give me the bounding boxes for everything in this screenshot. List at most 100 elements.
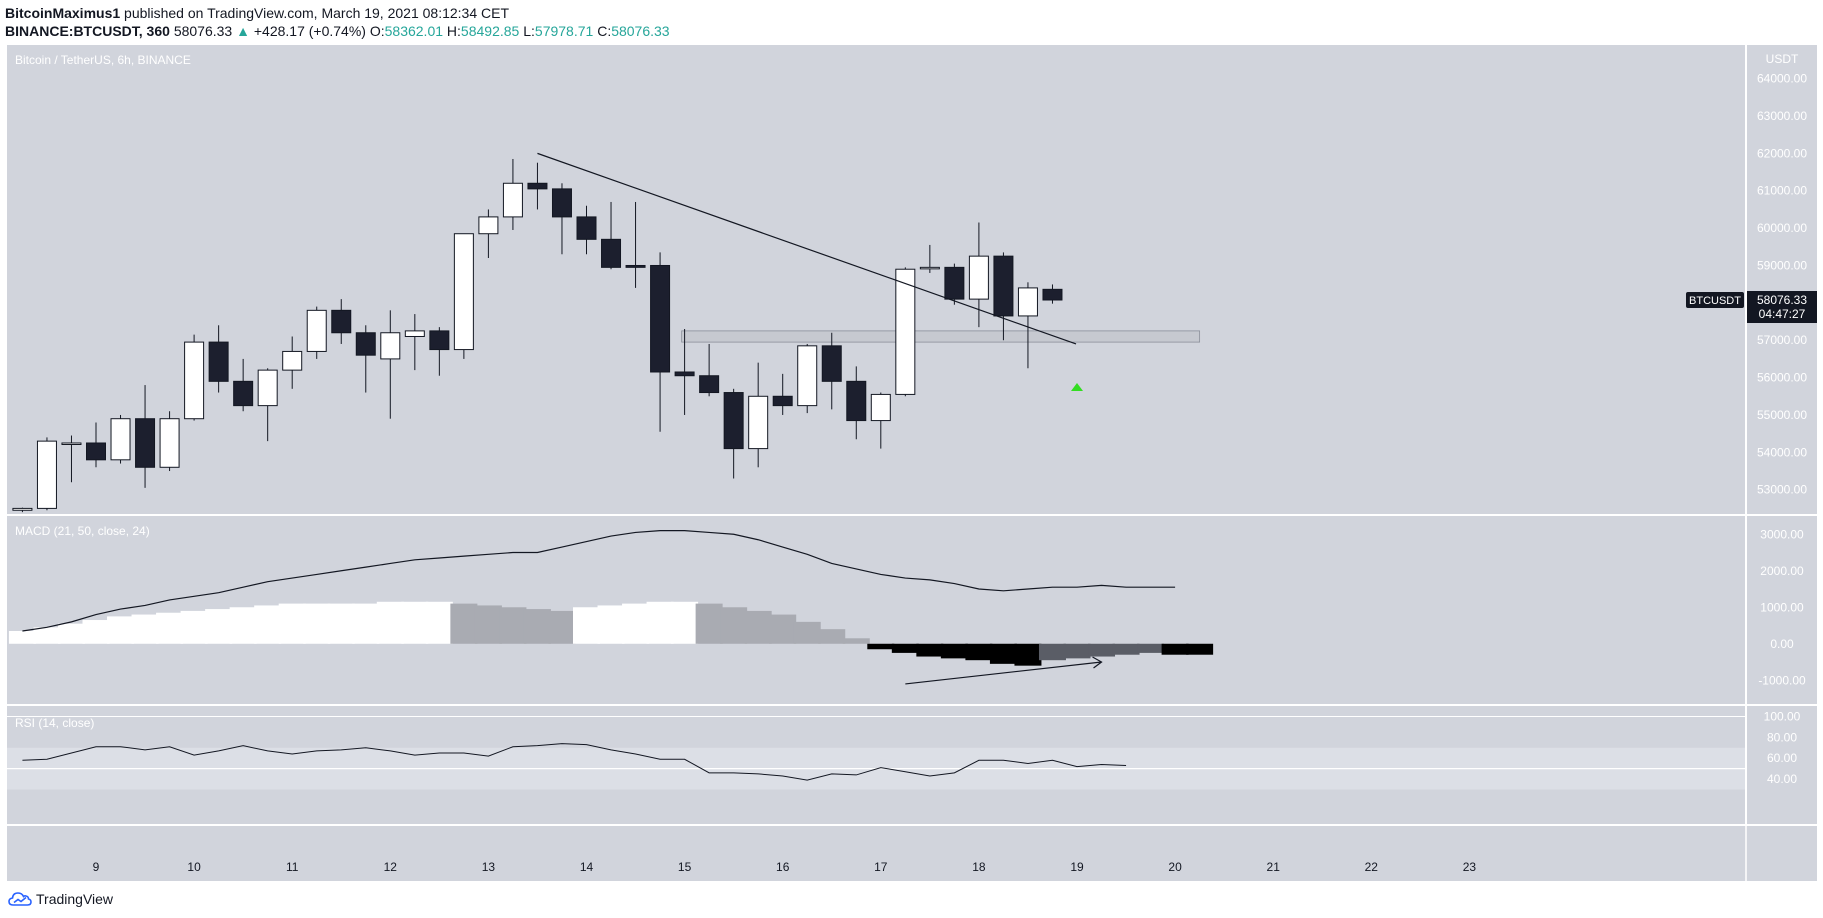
low-label: L: <box>523 23 535 39</box>
macd-histogram-bar <box>1014 643 1042 666</box>
price-tick-label: 60000.00 <box>1757 221 1807 235</box>
macd-histogram-bar <box>254 605 282 644</box>
time-tick-label: 12 <box>384 860 398 874</box>
candle-body <box>723 392 744 450</box>
tradingview-brand[interactable]: TradingView <box>8 891 113 907</box>
candle-body <box>208 341 229 382</box>
price-tick-label: 62000.00 <box>1757 146 1807 160</box>
macd-histogram-bar <box>720 607 748 644</box>
high-label: H: <box>446 23 461 39</box>
candle-body <box>159 418 180 468</box>
candle-body <box>870 393 891 422</box>
candle-body <box>86 442 106 461</box>
time-tick-label: 19 <box>1070 860 1084 874</box>
macd-histogram-bar <box>646 601 674 644</box>
divergence-arrow <box>905 661 1102 685</box>
rsi-tick-label: 100.00 <box>1764 709 1801 723</box>
candle-body <box>748 395 769 450</box>
descending-trendline <box>537 152 1077 345</box>
candle-body <box>699 375 720 394</box>
macd-histogram-bar <box>401 601 429 644</box>
time-tick-label: 14 <box>580 860 594 874</box>
macd-histogram-bar <box>8 630 36 644</box>
candle-body <box>821 345 842 382</box>
macd-histogram-bar <box>940 643 968 659</box>
macd-histogram-bar <box>597 605 625 644</box>
price-axis-bg <box>1747 45 1817 824</box>
macd-histogram-bar <box>1063 643 1091 659</box>
macd-histogram-bar <box>916 643 944 657</box>
time-tick-label: 13 <box>482 860 496 874</box>
brand-name: TradingView <box>36 891 114 907</box>
macd-histogram-bar <box>57 623 85 644</box>
author-name[interactable]: BitcoinMaximus1 <box>5 5 121 21</box>
candle-body <box>968 255 989 300</box>
time-axis-bg <box>7 826 1817 881</box>
rsi-line <box>22 743 1127 781</box>
price-pane-bg <box>7 45 1745 514</box>
candle-body <box>404 330 425 337</box>
macd-histogram-bar <box>229 607 257 644</box>
rsi-tick-label: 80.00 <box>1767 730 1797 744</box>
macd-histogram-bar <box>1137 643 1165 653</box>
macd-histogram-bar <box>107 616 135 644</box>
candle-body <box>601 238 622 268</box>
macd-histogram-bar <box>205 609 233 644</box>
macd-histogram-bar <box>303 603 331 644</box>
candle-body <box>576 216 597 240</box>
macd-tick-label: -1000.00 <box>1758 673 1806 687</box>
price-tick-label: 55000.00 <box>1757 408 1807 422</box>
macd-histogram-bar <box>82 620 110 644</box>
open-value: 58362.01 <box>384 23 444 39</box>
publish-info: published on TradingView.com, March 19, … <box>124 5 510 21</box>
rsi-pane-title: RSI (14, close) <box>15 716 94 730</box>
candle-body <box>674 371 695 377</box>
open-label: O: <box>369 23 385 39</box>
signal-marker <box>1071 382 1083 391</box>
macd-histogram-bar <box>793 621 821 644</box>
candle-body <box>429 330 450 351</box>
macd-tick-label: 2000.00 <box>1760 564 1804 578</box>
macd-histogram-bar <box>156 612 184 644</box>
price-tick-label: 63000.00 <box>1757 109 1807 123</box>
candle-body <box>1017 287 1038 317</box>
macd-histogram-bar <box>33 627 61 644</box>
last-price-tag <box>1747 291 1817 324</box>
time-tick-label: 21 <box>1267 860 1281 874</box>
macd-histogram-bar <box>891 643 919 653</box>
symbol-label: BINANCE:BTCUSDT, 360 <box>5 23 170 39</box>
macd-histogram-bar <box>548 610 576 644</box>
candle-body <box>110 418 131 461</box>
macd-histogram-bar <box>818 629 846 644</box>
candle-body <box>478 216 499 235</box>
arrow-head <box>1092 656 1103 669</box>
candle-body <box>919 266 940 270</box>
macd-histogram-bar <box>744 610 772 644</box>
high-value: 58492.85 <box>460 23 520 39</box>
candle-body <box>233 380 254 407</box>
candle-body <box>846 380 867 422</box>
close-value: 58076.33 <box>611 23 670 39</box>
macd-histogram-bar <box>523 609 551 644</box>
time-tick-label: 23 <box>1463 860 1477 874</box>
time-tick-label: 16 <box>776 860 790 874</box>
candle-body <box>1042 288 1063 301</box>
time-tick-label: 22 <box>1365 860 1379 874</box>
macd-histogram-bar <box>180 610 208 644</box>
time-tick-label: 18 <box>972 860 986 874</box>
macd-histogram-bar <box>131 614 159 644</box>
candle-body <box>306 309 327 352</box>
ohlc-header: BINANCE:BTCUSDT, 360 58076.33 ▲ +428.17 … <box>5 23 670 39</box>
macd-tick-label: 3000.00 <box>1760 527 1804 541</box>
macd-histogram-bar <box>499 607 527 644</box>
macd-tick-label: 0.00 <box>1770 637 1794 651</box>
price-tick-label: 57000.00 <box>1757 333 1807 347</box>
macd-line <box>22 530 1176 632</box>
candle-body <box>944 266 965 300</box>
candle-body <box>331 309 352 334</box>
price-tick-label: 64000.00 <box>1757 72 1807 86</box>
candle-body <box>184 341 205 420</box>
candle-body <box>380 332 401 360</box>
candle-body <box>527 182 548 190</box>
